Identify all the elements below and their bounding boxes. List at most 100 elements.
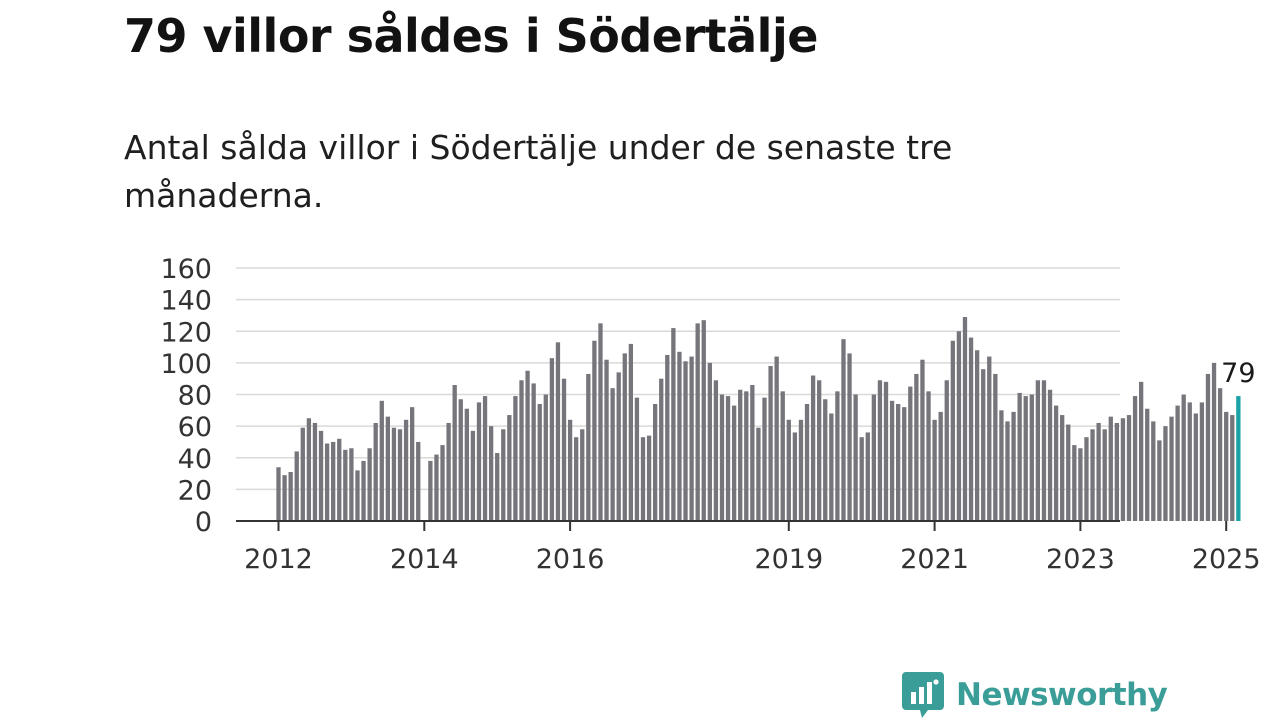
bar [276, 467, 281, 521]
bar [731, 405, 737, 521]
bar [488, 426, 494, 522]
bar [707, 362, 712, 522]
bar [306, 418, 312, 521]
bar [653, 403, 658, 521]
bar [513, 396, 518, 521]
bar [1181, 394, 1186, 521]
bar [823, 399, 828, 521]
bar [713, 380, 719, 521]
bar [300, 427, 305, 521]
bar [798, 419, 804, 521]
y-tick-label: 140 [160, 286, 212, 317]
y-tick-label: 40 [178, 444, 212, 475]
bar [908, 386, 913, 521]
bar [428, 460, 433, 521]
bar [1224, 411, 1229, 521]
bar [762, 397, 767, 521]
bar [379, 400, 384, 521]
bar [659, 378, 664, 521]
latest-value-label: 79 [1221, 358, 1255, 389]
bar [926, 391, 931, 521]
bar [446, 422, 451, 521]
bar [616, 372, 621, 521]
bar [847, 353, 852, 521]
bar [470, 430, 476, 521]
bar [507, 415, 512, 521]
bar [1205, 373, 1211, 521]
bar [555, 342, 561, 521]
bar [567, 419, 573, 521]
bar [665, 354, 670, 521]
bar [604, 359, 609, 521]
bar [1230, 415, 1235, 521]
bar [999, 410, 1004, 521]
bar [981, 369, 986, 521]
bar [318, 430, 324, 521]
y-tick-label: 0 [195, 507, 212, 538]
bar [403, 419, 409, 521]
x-tick-label: 2025 [1192, 544, 1261, 575]
y-tick-label: 120 [160, 317, 212, 348]
y-tick-label: 100 [160, 349, 212, 380]
bar [580, 429, 585, 521]
x-tick-label: 2016 [536, 544, 605, 575]
x-tick-label: 2021 [900, 544, 969, 575]
bar [780, 391, 785, 521]
annotations: 79 [1221, 358, 1255, 389]
bar [804, 403, 810, 521]
bar [835, 391, 840, 521]
bar [1096, 422, 1101, 521]
bar [896, 403, 901, 521]
bar [1114, 422, 1119, 521]
bar [1084, 437, 1089, 521]
y-tick-label: 80 [178, 381, 212, 412]
bar [543, 394, 548, 521]
bar [452, 385, 457, 521]
bar [519, 380, 524, 521]
bar [744, 391, 749, 521]
bar [944, 380, 949, 521]
bar [1102, 429, 1107, 521]
bar [865, 432, 870, 521]
bar [1047, 389, 1053, 521]
bar [373, 422, 378, 521]
bar [440, 445, 445, 521]
bar [586, 373, 591, 521]
bar [810, 375, 816, 521]
bar [1211, 362, 1217, 522]
newsworthy-logo-icon [902, 672, 944, 718]
bar [750, 385, 755, 521]
bar [956, 331, 962, 521]
bar [719, 394, 725, 521]
bar [343, 449, 348, 521]
bar-latest [1236, 396, 1241, 521]
bar [786, 419, 791, 521]
bar [1017, 392, 1022, 521]
bar [385, 416, 390, 521]
bar [1217, 388, 1223, 521]
bar [993, 373, 998, 521]
bar [1090, 429, 1095, 521]
bar [1060, 415, 1065, 521]
bar [355, 470, 360, 521]
bar [774, 356, 779, 521]
bar [768, 366, 773, 521]
bar [1132, 396, 1138, 521]
x-axis: 2012 2014 2016 2019 2021 2023 2025 [236, 520, 1261, 575]
bar [531, 383, 536, 521]
bar [628, 343, 633, 521]
bar [598, 323, 603, 521]
chart-title: 79 villor såldes i Södertälje [124, 9, 818, 63]
bar [987, 356, 992, 521]
bar [671, 328, 676, 521]
bar [902, 407, 907, 521]
bar [361, 460, 366, 521]
bar [920, 359, 925, 521]
bar [689, 356, 694, 521]
bar [871, 394, 876, 521]
bar [1187, 402, 1192, 521]
bar [324, 443, 330, 521]
bar [640, 437, 646, 521]
bar [683, 361, 688, 521]
bar [792, 432, 798, 521]
